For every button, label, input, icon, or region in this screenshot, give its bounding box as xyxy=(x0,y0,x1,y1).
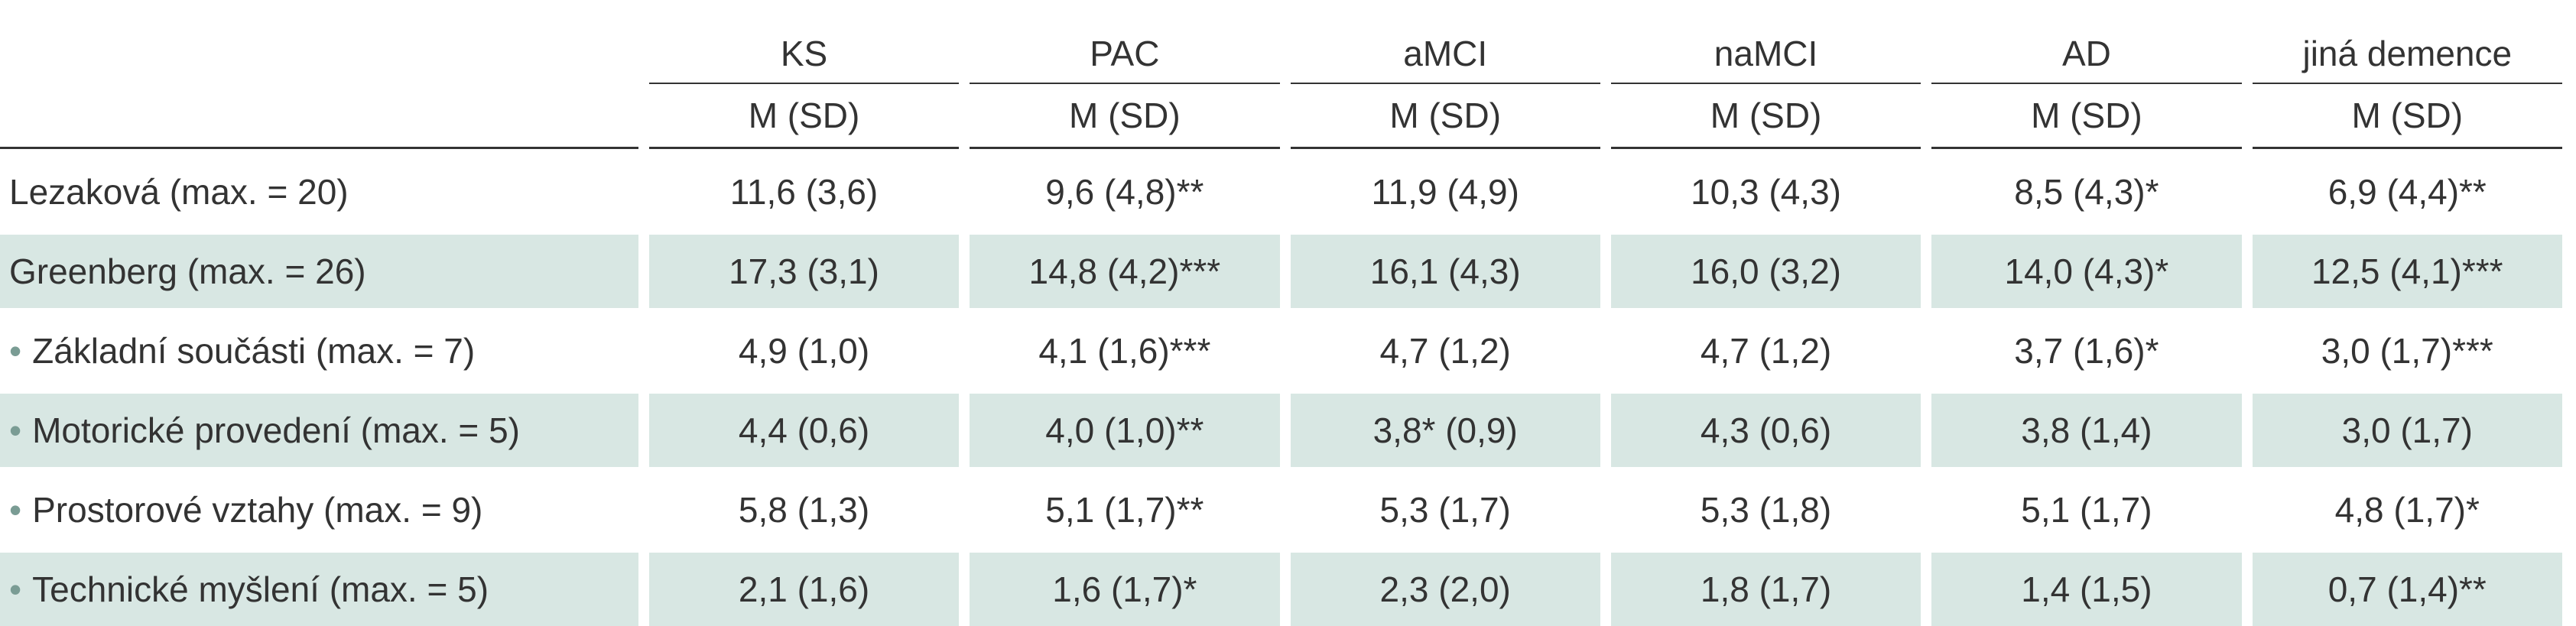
table-cell: 11,6 (3,6) xyxy=(648,149,960,229)
row-label: Greenberg (max. = 26) xyxy=(0,229,638,308)
subheader-ks: M (SD) xyxy=(748,96,860,135)
row-label: • Základní součásti (max. = 7) xyxy=(0,308,638,388)
row-label-text: Technické myšlení (max. = 5) xyxy=(32,569,489,609)
subheader-other-dementia: M (SD) xyxy=(2351,96,2464,135)
table-cell: 5,8 (1,3) xyxy=(648,467,960,547)
table-cell: 4,8 (1,7)* xyxy=(2252,467,2562,547)
table-body: Lezaková (max. = 20) 11,6 (3,6) 9,6 (4,8)*… xyxy=(0,149,2562,626)
table-cell: 5,1 (1,7) xyxy=(1931,467,2242,547)
row-label-text: Prostorové vztahy (max. = 9) xyxy=(32,490,483,530)
table-cell: 1,6 (1,7)* xyxy=(970,547,1280,626)
header-rule xyxy=(0,147,2562,149)
table-cell: 8,5 (4,3)* xyxy=(1931,149,2242,229)
table-cell: 4,7 (1,2) xyxy=(1610,308,1921,388)
corner-cell xyxy=(0,24,638,84)
table-cell: 3,8 (1,4) xyxy=(1931,388,2242,467)
table-cell: 1,4 (1,5) xyxy=(1931,547,2242,626)
table-row: Greenberg (max. = 26) 17,3 (3,1) 14,8 (4,2… xyxy=(0,229,2562,308)
table-row: • Prostorové vztahy (max. = 9) 5,8 (1,3) 5,… xyxy=(0,467,2562,547)
bullet-icon: • xyxy=(9,410,22,450)
bullet-icon: • xyxy=(9,569,22,609)
subheader-ad: M (SD) xyxy=(2031,96,2142,135)
results-table: KS PAC aMCI naMCI AD jiná demence M (SD)… xyxy=(0,24,2573,626)
table-cell: 5,1 (1,7)** xyxy=(970,467,1280,547)
table-cell: 3,0 (1,7) xyxy=(2252,388,2562,467)
column-header-ad: AD xyxy=(1931,24,2242,84)
table-cell: 9,6 (4,8)** xyxy=(970,149,1280,229)
table-cell: 6,9 (4,4)** xyxy=(2252,149,2562,229)
table-cell: 4,7 (1,2) xyxy=(1290,308,1600,388)
table-cell: 3,7 (1,6)* xyxy=(1931,308,2242,388)
results-table-container: KS PAC aMCI naMCI AD jiná demence M (SD)… xyxy=(0,34,2562,626)
table-cell: 16,1 (4,3) xyxy=(1290,229,1600,308)
row-label: • Technické myšlení (max. = 5) xyxy=(0,547,638,626)
table-cell: 5,3 (1,8) xyxy=(1610,467,1921,547)
column-header-namci: naMCI xyxy=(1610,24,1921,84)
subheader-row: M (SD) M (SD) M (SD) M (SD) M (SD) M (SD… xyxy=(0,84,2562,147)
column-header-pac: PAC xyxy=(970,24,1280,84)
header-row: KS PAC aMCI naMCI AD jiná demence xyxy=(0,24,2562,84)
table-cell: 1,8 (1,7) xyxy=(1610,547,1921,626)
bullet-icon: • xyxy=(9,490,22,530)
table-cell: 17,3 (3,1) xyxy=(648,229,960,308)
table-row: Lezaková (max. = 20) 11,6 (3,6) 9,6 (4,8)*… xyxy=(0,149,2562,229)
table-cell: 4,0 (1,0)** xyxy=(970,388,1280,467)
column-header-ks: KS xyxy=(648,24,960,84)
row-label-text: Lezaková (max. = 20) xyxy=(9,172,349,212)
table-row: • Technické myšlení (max. = 5) 2,1 (1,6) 1,… xyxy=(0,547,2562,626)
table-cell: 14,0 (4,3)* xyxy=(1931,229,2242,308)
table-row: • Základní součásti (max. = 7) 4,9 (1,0) 4,… xyxy=(0,308,2562,388)
table-cell: 16,0 (3,2) xyxy=(1610,229,1921,308)
table-cell: 12,5 (4,1)*** xyxy=(2252,229,2562,308)
table-cell: 4,3 (0,6) xyxy=(1610,388,1921,467)
table-cell: 4,1 (1,6)*** xyxy=(970,308,1280,388)
row-label-text: Motorické provedení (max. = 5) xyxy=(32,410,520,450)
subheader-namci: M (SD) xyxy=(1710,96,1822,135)
row-label: • Prostorové vztahy (max. = 9) xyxy=(0,467,638,547)
corner-cell-sub xyxy=(0,84,638,147)
table-cell: 0,7 (1,4)** xyxy=(2252,547,2562,626)
table-cell: 10,3 (4,3) xyxy=(1610,149,1921,229)
column-header-amci: aMCI xyxy=(1290,24,1600,84)
row-label-text: Greenberg (max. = 26) xyxy=(9,251,366,291)
bullet-icon: • xyxy=(9,331,22,371)
table-cell: 4,4 (0,6) xyxy=(648,388,960,467)
row-label: • Motorické provedení (max. = 5) xyxy=(0,388,638,467)
subheader-amci: M (SD) xyxy=(1389,96,1502,135)
subheader-pac: M (SD) xyxy=(1069,96,1181,135)
row-label-text: Základní součásti (max. = 7) xyxy=(32,331,476,371)
table-cell: 14,8 (4,2)*** xyxy=(970,229,1280,308)
table-row: • Motorické provedení (max. = 5) 4,4 (0,6)… xyxy=(0,388,2562,467)
table-cell: 4,9 (1,0) xyxy=(648,308,960,388)
table-cell: 3,0 (1,7)*** xyxy=(2252,308,2562,388)
table-cell: 11,9 (4,9) xyxy=(1290,149,1600,229)
column-header-other-dementia: jiná demence xyxy=(2252,24,2562,84)
table-cell: 3,8* (0,9) xyxy=(1290,388,1600,467)
table-cell: 2,1 (1,6) xyxy=(648,547,960,626)
table-cell: 5,3 (1,7) xyxy=(1290,467,1600,547)
row-label: Lezaková (max. = 20) xyxy=(0,149,638,229)
table-cell: 2,3 (2,0) xyxy=(1290,547,1600,626)
